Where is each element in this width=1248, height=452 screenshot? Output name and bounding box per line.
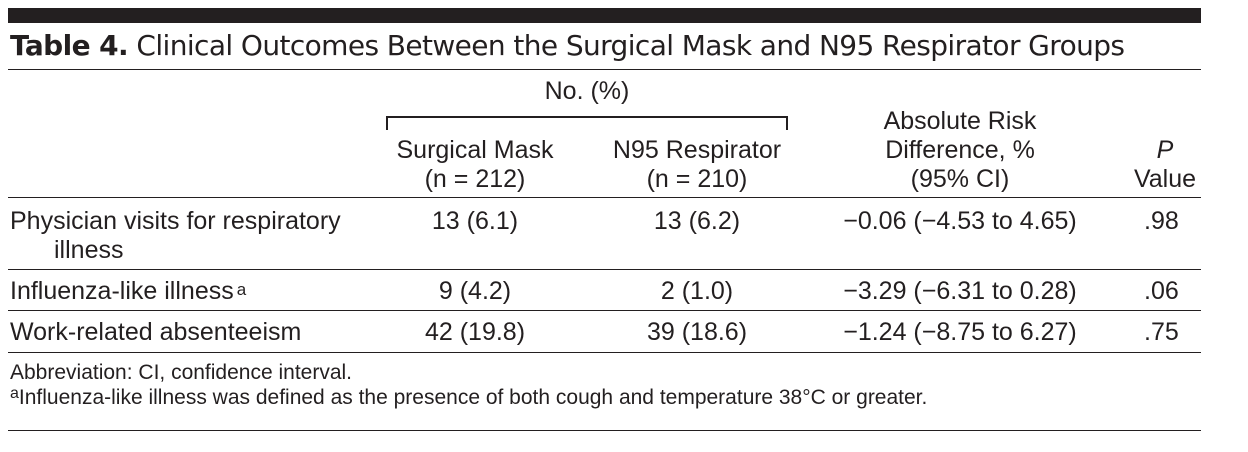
- row-outcome: Work-related absenteeism: [10, 318, 302, 346]
- col-header-n95-line1: N95 Respirator: [612, 136, 782, 164]
- col-header-p-line2: Value: [1133, 165, 1197, 193]
- row-surgical-value: 9 (4.2): [438, 277, 512, 305]
- table-label: Table 4.: [10, 29, 129, 62]
- row-n95-value: 13 (6.2): [653, 207, 741, 235]
- footnote-a-text: Influenza-like illness was defined as th…: [18, 386, 928, 409]
- title-rule: [8, 69, 1201, 70]
- row-p-value: .98: [1144, 207, 1179, 235]
- row-outcome-line1: Physician visits for respiratory: [10, 207, 341, 235]
- row-ard-value: −0.06 (−4.53 to 4.65): [843, 207, 1077, 235]
- footnote-a: aInfluenza-like illness was defined as t…: [10, 385, 928, 410]
- col-header-ard: Absolute Risk Difference, % (95% CI): [838, 107, 1082, 194]
- col-header-p: P Value: [1120, 136, 1210, 194]
- col-header-p-line1: P: [1156, 136, 1174, 164]
- row-outcome: Physician visits for respiratory illness: [10, 207, 341, 265]
- row-surgical-value: 42 (19.8): [424, 318, 526, 346]
- row-p-value: .75: [1144, 318, 1179, 346]
- col-header-ard-line2: Difference, %: [885, 136, 1035, 164]
- row-ard-value: −1.24 (−8.75 to 6.27): [843, 318, 1077, 346]
- footnote-a-marker: a: [10, 385, 19, 402]
- footnote-marker: a: [236, 280, 247, 299]
- row-ard-value: −3.29 (−6.31 to 0.28): [843, 277, 1077, 305]
- footnote-abbreviation: Abbreviation: CI, confidence interval.: [10, 361, 353, 384]
- row-outcome-line2: illness: [54, 236, 124, 264]
- row-outcome: Influenza-like illness a: [10, 277, 246, 306]
- row-p-value: .06: [1144, 277, 1179, 305]
- row-rule: [8, 310, 1201, 311]
- col-header-ard-line1: Absolute Risk: [883, 107, 1037, 135]
- header-rule: [8, 197, 1201, 198]
- col-header-n95: N95 Respirator (n = 210): [590, 136, 804, 194]
- bottom-rule: [8, 430, 1201, 431]
- row-n95-value: 2 (1.0): [660, 277, 734, 305]
- col-header-surgical-line2: (n = 212): [424, 165, 526, 193]
- group-bracket: [386, 116, 788, 130]
- row-rule: [8, 269, 1201, 270]
- row-n95-value: 39 (18.6): [646, 318, 748, 346]
- col-header-surgical: Surgical Mask (n = 212): [370, 136, 580, 194]
- row-surgical-value: 13 (6.1): [431, 207, 519, 235]
- col-header-ard-line3: (95% CI): [910, 165, 1010, 193]
- top-rule-bar: [8, 8, 1201, 23]
- group-header: No. (%): [544, 77, 630, 105]
- row-outcome-line1: Influenza-like illness: [10, 277, 234, 305]
- table-title-text: Clinical Outcomes Between the Surgical M…: [136, 29, 1125, 62]
- table-title: Table 4. Clinical Outcomes Between the S…: [10, 29, 1125, 62]
- col-header-surgical-line1: Surgical Mask: [396, 136, 554, 164]
- footer-rule: [8, 352, 1201, 353]
- col-header-n95-line2: (n = 210): [646, 165, 748, 193]
